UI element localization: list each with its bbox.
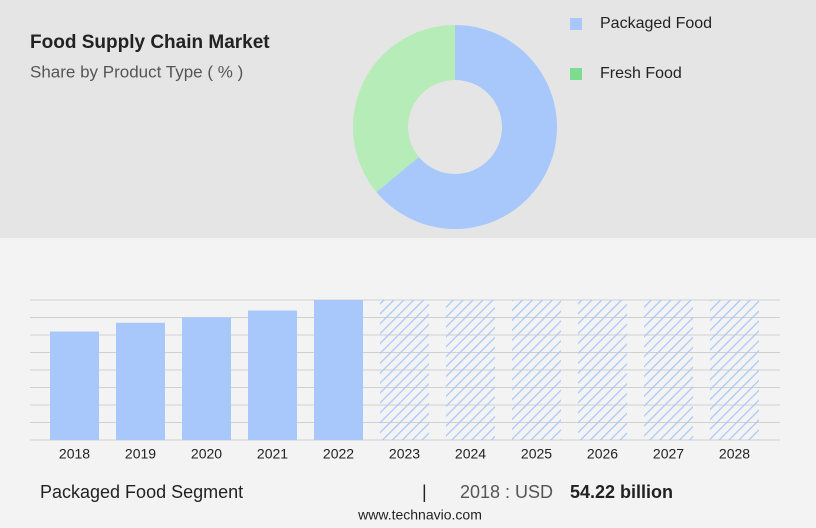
- x-tick-label: 2020: [191, 446, 222, 462]
- chart-subtitle: Share by Product Type ( % ): [30, 62, 243, 81]
- x-tick-label: 2023: [389, 446, 420, 462]
- x-tick-label: 2026: [587, 446, 618, 462]
- x-tick-label: 2019: [125, 446, 156, 462]
- separator: |: [422, 482, 427, 502]
- x-tick-label: 2022: [323, 446, 354, 462]
- x-tick-label: 2025: [521, 446, 552, 462]
- x-tick-label: 2027: [653, 446, 684, 462]
- legend-marker: [570, 18, 582, 30]
- forecast-bar: [644, 300, 693, 440]
- pie-slice: [353, 25, 455, 193]
- x-tick-label: 2028: [719, 446, 750, 462]
- bar: [182, 317, 231, 440]
- forecast-bar: [380, 300, 429, 440]
- pie-slice: [376, 25, 558, 229]
- bar: [116, 322, 165, 440]
- legend-label: Packaged Food: [600, 15, 712, 32]
- forecast-bar: [446, 300, 495, 440]
- value-label: 54.22 billion: [570, 482, 673, 502]
- x-tick-label: 2018: [59, 446, 90, 462]
- segment-label: Packaged Food Segment: [40, 482, 243, 502]
- legend-marker: [570, 68, 582, 80]
- x-tick-label: 2024: [455, 446, 486, 462]
- forecast-bar: [710, 300, 759, 440]
- bar: [248, 310, 297, 440]
- forecast-bar: [512, 300, 561, 440]
- bar: [50, 331, 99, 440]
- plots: Packaged Food Fresh Food 2018 2019 2020 2021 2…: [30, 15, 780, 462]
- forecast-bar: [578, 300, 627, 440]
- site-label: www.technavio.com: [357, 507, 482, 523]
- chart-title: Food Supply Chain Market: [30, 32, 270, 53]
- year-label: 2018 : USD: [460, 482, 553, 502]
- bar: [314, 300, 363, 440]
- x-tick-label: 2021: [257, 446, 288, 462]
- legend-label: Fresh Food: [600, 65, 682, 82]
